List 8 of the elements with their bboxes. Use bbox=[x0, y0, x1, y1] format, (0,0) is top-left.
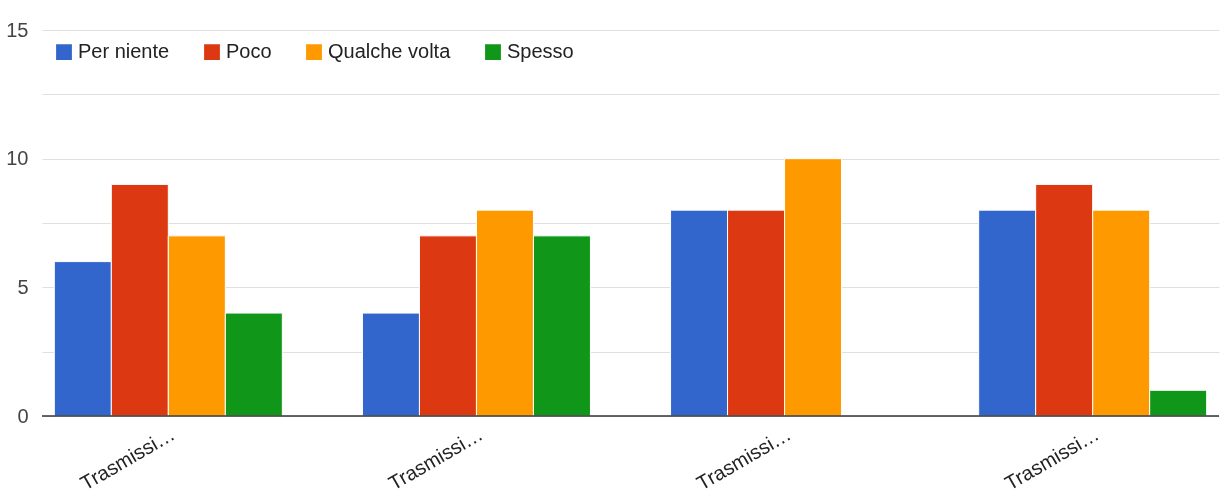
y-tick-label: 15 bbox=[6, 18, 29, 41]
legend-label: Poco bbox=[226, 40, 272, 63]
y-tick-label: 10 bbox=[6, 147, 29, 170]
legend-label: Spesso bbox=[507, 40, 574, 63]
legend-label: Qualche volta bbox=[328, 40, 452, 63]
legend-label: Per niente bbox=[78, 40, 170, 63]
y-tick-label: 5 bbox=[17, 275, 29, 298]
y-tick-label: 0 bbox=[17, 404, 29, 427]
